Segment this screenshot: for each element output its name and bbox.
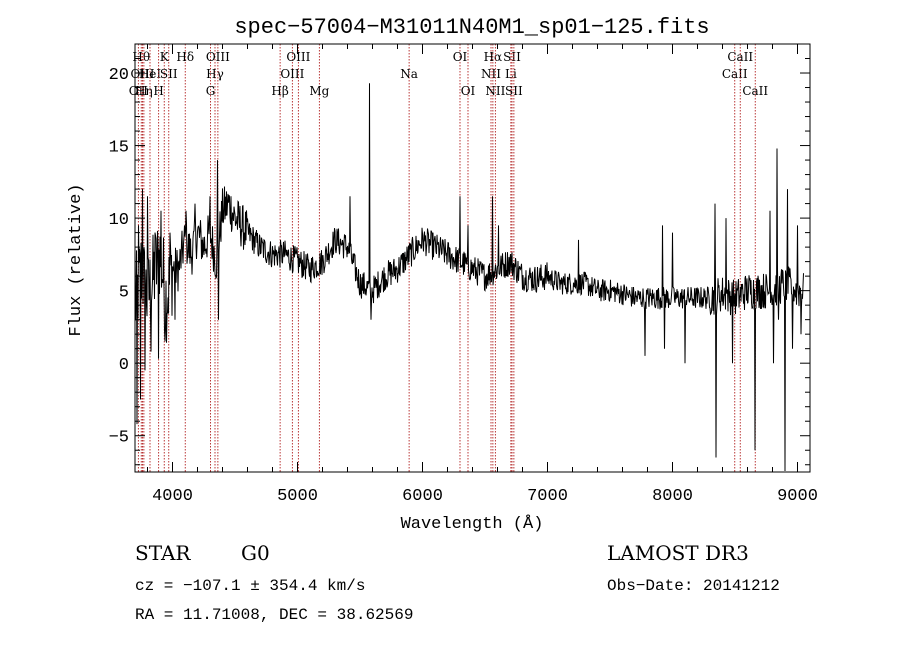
y-tick-label: −5	[109, 429, 129, 448]
marker-label: CaII	[722, 67, 748, 81]
axis-ticks: 4000 5000 6000 7000 8000 9000 −5 0 5 10 15 20	[109, 44, 818, 506]
object-type: STAR	[135, 541, 191, 565]
x-tick-label: 4000	[152, 487, 193, 506]
marker-label: OI	[453, 50, 468, 64]
marker-label: SII	[503, 50, 521, 64]
marker-label: CaII	[742, 84, 768, 98]
marker-label: Hθ	[132, 50, 150, 64]
marker-label: NII	[485, 84, 505, 98]
marker-label: SII	[505, 84, 523, 98]
redshift-line: cz = −107.1 ± 354.4 km/s	[135, 577, 365, 595]
marker-label: Na	[400, 67, 418, 81]
marker-label: NII	[481, 67, 501, 81]
marker-label: OIII	[286, 50, 310, 64]
y-axis-label: Flux (relative)	[67, 183, 86, 336]
marker-label: G	[206, 84, 216, 98]
y-tick-label: 5	[119, 284, 129, 303]
marker-label: Li	[505, 67, 517, 81]
y-tick-label: 0	[119, 356, 129, 375]
object-subclass: G0	[241, 541, 270, 565]
marker-label: Hβ	[271, 84, 288, 98]
y-tick-label: 15	[109, 139, 129, 158]
x-tick-label: 8000	[652, 487, 693, 506]
marker-label: OII	[129, 84, 149, 98]
x-axis-label: Wavelength (Å)	[401, 515, 544, 534]
marker-label: Mg	[309, 84, 329, 98]
x-tick-label: 6000	[402, 487, 443, 506]
marker-label: CaII	[727, 50, 753, 64]
x-tick-label: 5000	[277, 487, 318, 506]
marker-label: HeI	[139, 67, 162, 81]
marker-label: Hδ	[176, 50, 194, 64]
marker-label: Hγ	[206, 67, 224, 81]
x-tick-label: 7000	[527, 487, 568, 506]
marker-label: OIII	[280, 67, 304, 81]
spectrum-line	[134, 83, 804, 472]
marker-label: Hα	[484, 50, 503, 64]
marker-label: K	[160, 50, 170, 64]
marker-label: SII	[160, 67, 178, 81]
coords-line: RA = 11.71008, DEC = 38.62569	[135, 606, 413, 624]
y-tick-label: 20	[109, 66, 129, 85]
marker-label: OI	[461, 84, 476, 98]
x-tick-label: 9000	[777, 487, 818, 506]
obs-date-line: Obs−Date: 20141212	[607, 577, 780, 595]
y-tick-label: 10	[109, 211, 129, 230]
marker-label: H	[153, 84, 163, 98]
marker-label: OIII	[130, 67, 154, 81]
chart-title: spec−57004−M31011N40M1_sp01−125.fits	[234, 15, 709, 40]
survey-name: LAMOST DR3	[607, 541, 749, 565]
marker-label: OIII	[206, 50, 230, 64]
